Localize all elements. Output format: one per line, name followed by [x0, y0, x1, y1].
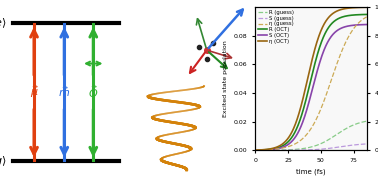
Text: $\vec{\mu}$: $\vec{\mu}$: [29, 84, 39, 100]
Text: $|g\rangle$: $|g\rangle$: [0, 154, 8, 168]
Y-axis label: Excited state population: Excited state population: [223, 40, 228, 117]
X-axis label: time (fs): time (fs): [296, 169, 326, 175]
Text: $\vec{Q}$: $\vec{Q}$: [88, 84, 98, 101]
Text: $\vec{m}$: $\vec{m}$: [58, 85, 70, 99]
Legend: R (guess), S (guess), η (guess), R (OCT), S (OCT), η (OCT): R (guess), S (guess), η (guess), R (OCT)…: [258, 10, 294, 44]
Text: $|e\rangle$: $|e\rangle$: [0, 16, 8, 30]
